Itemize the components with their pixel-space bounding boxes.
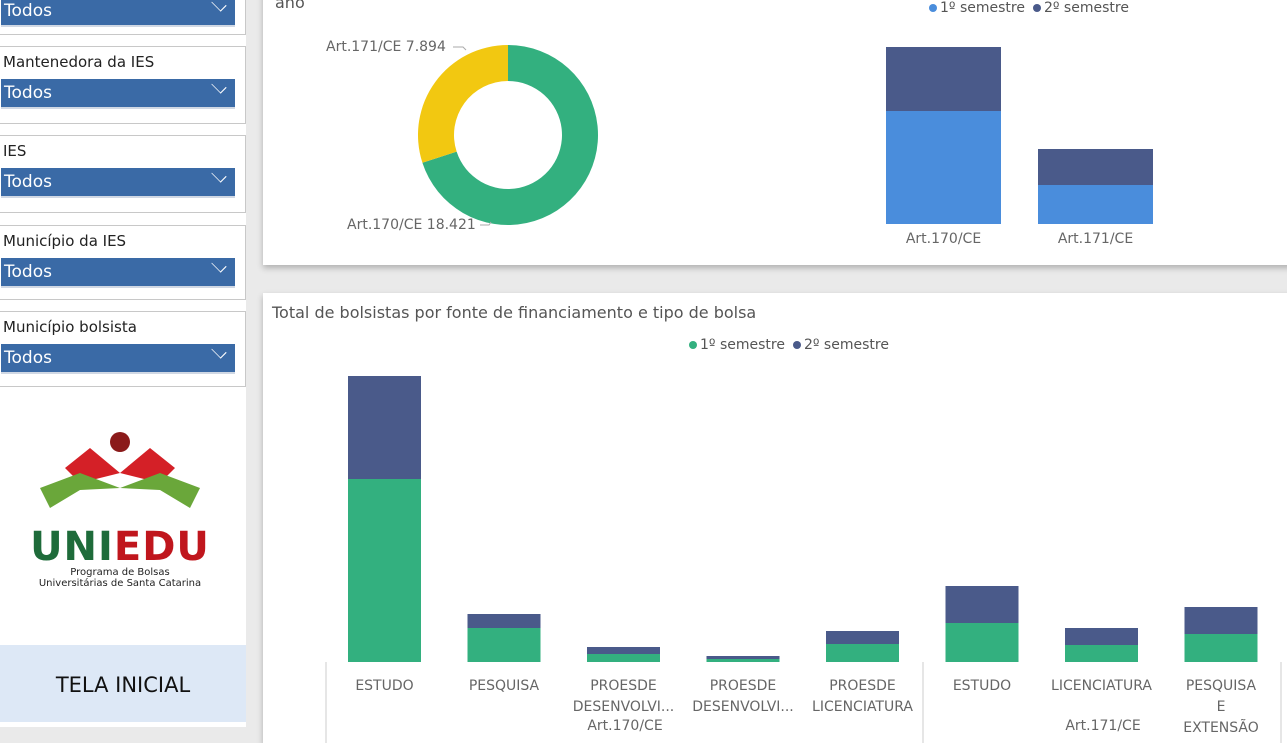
chevron-down-icon bbox=[211, 257, 227, 273]
dropdown-value: Todos bbox=[4, 83, 52, 103]
chart-legend: 1º semestre 2º semestre bbox=[689, 337, 889, 353]
legend-item: 2º semestre bbox=[1032, 0, 1129, 16]
card-title: Total de bolsistas por fonte de financia… bbox=[272, 303, 757, 322]
x-tick-label: LICENCIATURA bbox=[1051, 678, 1152, 694]
slicer-municipio-bolsista: Município bolsista Todos bbox=[0, 311, 246, 387]
bar-segment bbox=[1184, 607, 1258, 634]
bar-segment bbox=[587, 647, 660, 654]
bar-segment bbox=[587, 654, 660, 662]
bar-segment bbox=[348, 376, 421, 479]
chevron-down-icon bbox=[211, 167, 227, 183]
bar-segment bbox=[1065, 628, 1138, 645]
dropdown-value: Todos bbox=[4, 1, 52, 21]
chevron-down-icon bbox=[211, 343, 227, 359]
slicer-dropdown[interactable]: Todos bbox=[1, 257, 235, 288]
x-tick-label: PESQUISA E EXTENSÃO bbox=[1183, 678, 1259, 736]
chevron-down-icon bbox=[211, 0, 227, 12]
group-label: Art.170/CE bbox=[587, 718, 662, 734]
uniedu-logo: UNIEDU Programa de Bolsas Universitárias… bbox=[20, 428, 220, 598]
bottom-card: Total de bolsistas por fonte de financia… bbox=[263, 293, 1287, 743]
x-tick-label: Art.170/CE bbox=[906, 231, 981, 247]
legend-item: 2º semestre bbox=[792, 337, 889, 353]
slicer-0: Todos bbox=[0, 0, 246, 35]
card-title: ano bbox=[275, 0, 305, 12]
slicer-mantenedora: Mantenedora da IES Todos bbox=[0, 46, 246, 124]
bar-segment bbox=[1184, 634, 1258, 662]
x-tick-label: PESQUISA bbox=[469, 678, 540, 694]
donut-slice bbox=[422, 45, 598, 225]
donut-label: Art.171/CE 7.894 bbox=[326, 39, 446, 55]
logo-subtitle: Programa de Bolsas bbox=[70, 567, 170, 578]
leader-line bbox=[480, 221, 492, 226]
chevron-down-icon bbox=[211, 78, 227, 94]
bar-segment bbox=[886, 111, 1001, 224]
bar-segment bbox=[467, 628, 541, 662]
slicer-dropdown[interactable]: Todos bbox=[1, 343, 235, 374]
bar-segment bbox=[1038, 185, 1153, 224]
book-logo-icon bbox=[40, 432, 200, 508]
bar-segment bbox=[706, 659, 780, 662]
slicer-label: Município da IES bbox=[3, 232, 127, 250]
logo-subtitle: Universitárias de Santa Catarina bbox=[38, 578, 202, 589]
bar-segment bbox=[467, 614, 541, 628]
bar-segment bbox=[886, 47, 1001, 111]
slicer-dropdown[interactable]: Todos bbox=[1, 78, 235, 109]
bar-segment bbox=[826, 631, 899, 644]
slicer-dropdown[interactable]: Todos bbox=[1, 167, 235, 198]
bar-chart-fonte: Art.170/CE Art.171/CE bbox=[886, 47, 1153, 247]
legend-item: 1º semestre bbox=[929, 0, 1025, 16]
bar-segment bbox=[706, 656, 780, 659]
filter-panel: Todos Mantenedora da IES Todos IES Todos… bbox=[0, 0, 246, 727]
slicer-label: IES bbox=[3, 142, 27, 160]
legend-item: 1º semestre bbox=[689, 337, 785, 353]
x-tick-label: Art.171/CE bbox=[1058, 231, 1133, 247]
donut-label: Art.170/CE 18.421 bbox=[347, 217, 476, 233]
slicer-municipio-ies: Município da IES Todos bbox=[0, 225, 246, 300]
dropdown-value: Todos bbox=[4, 262, 52, 282]
group-label: Art.171/CE bbox=[1065, 718, 1140, 734]
slicer-label: Mantenedora da IES bbox=[3, 53, 155, 71]
x-tick-label: PROESDE LICENCIATURA bbox=[812, 678, 913, 715]
slicer-dropdown[interactable]: Todos bbox=[1, 0, 235, 27]
bar-segment bbox=[826, 644, 899, 662]
home-button[interactable]: TELA INICIAL bbox=[0, 645, 246, 722]
bar-segment bbox=[348, 479, 421, 662]
bar-chart-tipo-bolsa: ESTUDO PESQUISA PROESDE DESENVOLVI... PROESD… bbox=[325, 376, 1282, 743]
donut-slice bbox=[418, 45, 508, 163]
slicer-ies: IES Todos bbox=[0, 135, 246, 213]
donut-chart: Art.171/CE 7.894 Art.170/CE 18.421 bbox=[326, 39, 598, 233]
x-tick-label: ESTUDO bbox=[355, 678, 413, 694]
x-tick-label: ESTUDO bbox=[953, 678, 1011, 694]
dropdown-value: Todos bbox=[4, 172, 52, 192]
x-tick-label: PROESDE DESENVOLVI... bbox=[692, 678, 794, 715]
bar-segment bbox=[1065, 645, 1138, 662]
bar-segment bbox=[945, 586, 1019, 623]
dropdown-value: Todos bbox=[4, 348, 52, 368]
leader-line bbox=[453, 46, 467, 51]
bar-segment bbox=[1038, 149, 1153, 185]
slicer-label: Município bolsista bbox=[3, 318, 137, 336]
chart-legend: 1º semestre 2º semestre bbox=[929, 0, 1129, 16]
top-card: ano Art.171/CE 7.894 Art.170/CE 18.421 1º… bbox=[263, 0, 1287, 265]
bar-segment bbox=[945, 623, 1019, 662]
x-tick-label: PROESDE DESENVOLVI... bbox=[573, 678, 675, 715]
